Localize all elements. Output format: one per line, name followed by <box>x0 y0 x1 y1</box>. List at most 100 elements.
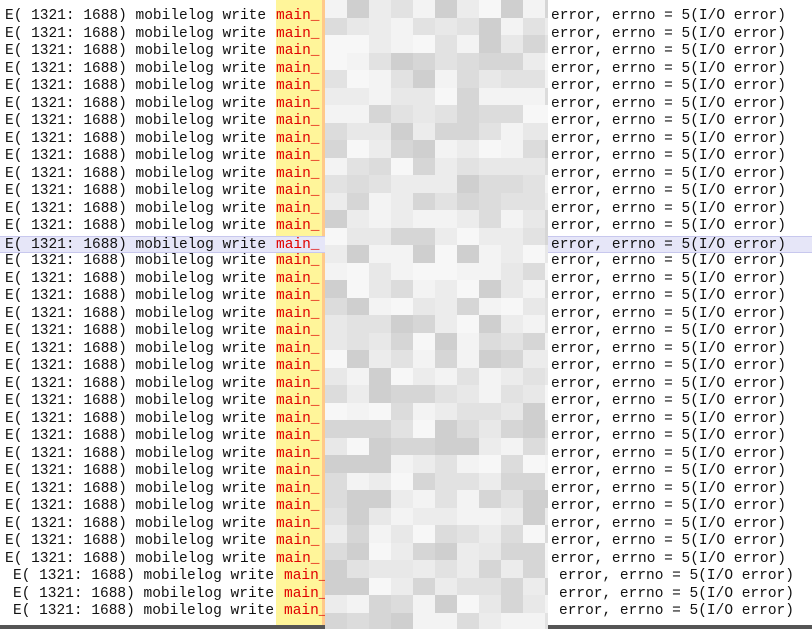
redaction <box>545 17 548 35</box>
redaction <box>435 455 457 473</box>
log-line: E( 1321: 1688) mobilelog write main_ error… <box>0 428 812 446</box>
redaction <box>545 437 548 455</box>
log-line: E( 1321: 1688) mobilelog write main_ error… <box>0 26 812 44</box>
redaction <box>391 472 413 490</box>
redaction <box>457 52 479 70</box>
redaction <box>369 105 391 123</box>
redaction <box>435 192 457 210</box>
redaction <box>369 595 391 613</box>
log-message: error, errno = 5(I/O error) <box>551 95 786 112</box>
redaction <box>325 192 347 210</box>
log-line: E( 1321: 1688) mobilelog write main_ error… <box>0 131 812 149</box>
redaction <box>479 175 501 193</box>
redaction <box>325 367 347 385</box>
redaction <box>369 472 391 490</box>
redaction <box>325 35 347 53</box>
redaction <box>435 0 457 18</box>
redaction <box>501 560 523 578</box>
log-source: E( 1321: 1688) mobilelog write <box>5 95 267 112</box>
redaction <box>501 595 523 613</box>
redaction <box>435 595 457 613</box>
redaction <box>523 472 545 490</box>
redaction <box>435 105 457 123</box>
redaction <box>435 227 457 245</box>
log-source: E( 1321: 1688) mobilelog write <box>5 393 267 409</box>
redaction <box>369 210 391 228</box>
redaction <box>501 280 523 298</box>
redaction <box>435 437 457 455</box>
log-tag: main_ <box>276 428 320 444</box>
redaction <box>479 490 501 508</box>
log-message: error, errno = 5(I/O error) <box>551 498 786 514</box>
log-tag: main_ <box>276 8 320 24</box>
log-line: E( 1321: 1688) mobilelog write main_ error… <box>0 393 812 411</box>
redaction <box>523 157 545 175</box>
redaction <box>501 122 523 140</box>
redaction <box>523 420 545 438</box>
redaction <box>325 612 347 629</box>
redaction <box>391 87 413 105</box>
redaction <box>413 210 435 228</box>
log-message: error, errno = 5(I/O error) <box>551 8 786 24</box>
log-source: E( 1321: 1688) mobilelog write <box>13 585 275 602</box>
redaction <box>413 105 435 123</box>
log-message: error, errno = 5(I/O error) <box>551 410 786 427</box>
redaction <box>545 157 548 175</box>
log-line: E( 1321: 1688) mobilelog write main_ error… <box>0 463 812 481</box>
redaction <box>457 297 479 315</box>
redaction <box>347 507 369 525</box>
log-tag: main_ <box>276 130 320 147</box>
redaction <box>347 332 369 350</box>
redaction <box>391 612 413 629</box>
log-source: E( 1321: 1688) mobilelog write <box>5 445 267 462</box>
log-line: E( 1321: 1688) mobilelog write main_ error… <box>0 376 812 394</box>
redaction <box>413 332 435 350</box>
log-message: error, errno = 5(I/O error) <box>551 340 786 357</box>
log-line: E( 1321: 1688) mobilelog write main_ error… <box>0 603 812 621</box>
redaction <box>369 70 391 88</box>
redaction <box>479 122 501 140</box>
redaction <box>347 105 369 123</box>
redaction <box>369 367 391 385</box>
redaction <box>413 157 435 175</box>
log-line: E( 1321: 1688) mobilelog write main_ error… <box>0 201 812 219</box>
log-tag: main_ <box>276 148 320 164</box>
redaction <box>523 315 545 333</box>
redaction <box>325 420 347 438</box>
redaction <box>523 87 545 105</box>
redaction <box>391 52 413 70</box>
redaction <box>523 350 545 368</box>
redaction <box>413 70 435 88</box>
redaction <box>347 542 369 560</box>
redaction <box>523 52 545 70</box>
redaction <box>413 192 435 210</box>
redaction <box>457 420 479 438</box>
redaction <box>523 35 545 53</box>
redaction <box>457 0 479 18</box>
log-source: E( 1321: 1688) mobilelog write <box>13 603 275 619</box>
redaction <box>457 105 479 123</box>
redaction <box>413 315 435 333</box>
redaction <box>369 385 391 403</box>
redaction <box>523 595 545 613</box>
redaction <box>523 577 545 595</box>
log-tag: main_ <box>276 463 320 479</box>
redaction <box>391 367 413 385</box>
redaction <box>501 402 523 420</box>
redaction <box>369 192 391 210</box>
log-message: error, errno = 5(I/O error) <box>551 218 786 234</box>
log-message: error, errno = 5(I/O error) <box>551 288 786 304</box>
redaction <box>501 472 523 490</box>
log-tag: main_ <box>276 323 320 339</box>
redaction <box>523 210 545 228</box>
redaction <box>457 245 479 263</box>
log-message: error, errno = 5(I/O error) <box>551 358 786 374</box>
redaction <box>479 455 501 473</box>
redaction <box>545 560 548 578</box>
log-source: E( 1321: 1688) mobilelog write <box>5 340 267 357</box>
log-line: E( 1321: 1688) mobilelog write main_ error… <box>0 498 812 516</box>
log-line: E( 1321: 1688) mobilelog write main_ error… <box>0 551 812 569</box>
redaction <box>369 332 391 350</box>
redaction <box>501 507 523 525</box>
redaction <box>523 455 545 473</box>
